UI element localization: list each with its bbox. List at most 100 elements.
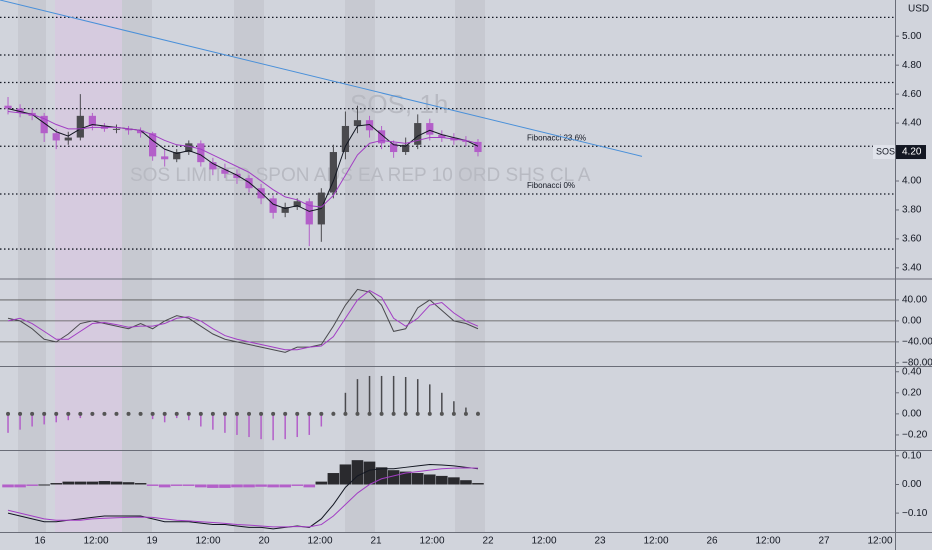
histogram-bar bbox=[375, 467, 388, 485]
histogram-bar bbox=[26, 484, 38, 486]
histogram-bar bbox=[207, 484, 219, 488]
histogram-bar bbox=[134, 483, 147, 485]
histogram-bar bbox=[195, 484, 207, 488]
y-tick-label: 0.20 bbox=[902, 387, 922, 398]
histogram-bar bbox=[122, 482, 135, 485]
x-tick-label: 26 bbox=[706, 536, 718, 547]
price-tag-label: 4.20 bbox=[902, 147, 922, 158]
x-tick-label: 22 bbox=[482, 536, 494, 547]
zero-dot bbox=[78, 411, 83, 416]
zero-dot bbox=[283, 411, 288, 416]
x-tick-label: 12:00 bbox=[867, 536, 892, 547]
candle-body bbox=[209, 162, 217, 170]
indicator-line bbox=[7, 467, 478, 528]
histogram-bar bbox=[303, 484, 316, 488]
x-tick-label: 12:00 bbox=[195, 536, 220, 547]
histogram-bar bbox=[315, 481, 328, 485]
indicator-line bbox=[7, 288, 479, 353]
candle-body bbox=[64, 137, 72, 141]
level-label: Fibonacci 0% bbox=[527, 181, 575, 190]
y-tick-label: 40.00 bbox=[902, 295, 927, 306]
zero-dot bbox=[42, 411, 47, 416]
candle-body bbox=[390, 143, 398, 153]
y-tick-label: −0.10 bbox=[902, 508, 928, 519]
y-tick-label: 0.40 bbox=[902, 366, 922, 377]
zero-dot bbox=[234, 411, 239, 416]
indicator-line bbox=[7, 110, 479, 208]
zero-dot bbox=[174, 411, 179, 416]
histogram-bar bbox=[74, 481, 87, 485]
y-tick-label: 4.60 bbox=[902, 89, 922, 100]
zero-dot bbox=[367, 411, 372, 416]
candle-body bbox=[293, 201, 301, 208]
histogram-bar bbox=[411, 473, 424, 485]
zero-dot bbox=[162, 411, 167, 416]
x-tick-label: 12:00 bbox=[643, 536, 668, 547]
histogram-bar bbox=[327, 473, 340, 485]
histogram-bar bbox=[170, 484, 183, 486]
histogram-bar bbox=[291, 484, 304, 486]
histogram-bar bbox=[50, 483, 63, 485]
trend-line bbox=[0, 0, 643, 157]
zero-dot bbox=[186, 411, 191, 416]
zero-dot bbox=[6, 411, 11, 416]
y-tick-label: 4.80 bbox=[902, 60, 922, 71]
x-tick-label: 16 bbox=[34, 536, 46, 547]
zero-dot bbox=[210, 411, 215, 416]
histogram-bar bbox=[146, 484, 159, 486]
y-tick-label: 3.40 bbox=[902, 263, 922, 274]
zero-dot bbox=[150, 411, 155, 416]
histogram-bar bbox=[158, 484, 171, 488]
y-tick-label: 5.00 bbox=[902, 31, 922, 42]
zero-dot bbox=[222, 411, 227, 416]
zero-dot bbox=[427, 411, 432, 416]
x-tick-label: 12:00 bbox=[531, 536, 556, 547]
candle-body bbox=[112, 128, 121, 130]
candle-body bbox=[173, 152, 181, 160]
x-tick-label: 21 bbox=[370, 536, 382, 547]
x-tick-label: 12:00 bbox=[83, 536, 108, 547]
zero-dot bbox=[403, 411, 408, 416]
histogram-bar bbox=[351, 460, 364, 485]
histogram-bar bbox=[38, 484, 50, 486]
y-tick-label: −80.00 bbox=[902, 357, 932, 368]
zero-dot bbox=[463, 411, 468, 416]
y-tick-label: 3.80 bbox=[902, 205, 922, 216]
level-label: Fibonacci 23.6% bbox=[527, 133, 586, 142]
histogram-bar bbox=[399, 471, 412, 485]
y-tick-label: 4.00 bbox=[902, 176, 922, 187]
candle-body bbox=[257, 188, 265, 199]
zero-dot bbox=[307, 411, 312, 416]
candle-body bbox=[269, 198, 277, 213]
zero-dot bbox=[102, 411, 107, 416]
indicator-line bbox=[7, 108, 479, 212]
indicator-line bbox=[7, 463, 479, 530]
candle-body bbox=[52, 133, 60, 141]
candle-body bbox=[221, 169, 229, 174]
candle-body bbox=[281, 207, 289, 213]
histogram-bar bbox=[2, 484, 14, 488]
watermark-title: SOS, 1h bbox=[350, 89, 448, 119]
zero-dot bbox=[30, 411, 35, 416]
zero-dot bbox=[126, 411, 131, 416]
histogram-bar bbox=[219, 484, 231, 488]
candle-body bbox=[329, 152, 337, 193]
candle-body bbox=[233, 173, 241, 179]
y-tick-label: 4.40 bbox=[902, 118, 922, 129]
zero-dot bbox=[114, 411, 119, 416]
zero-dot bbox=[271, 411, 276, 416]
candle-body bbox=[185, 143, 193, 153]
candle-body bbox=[197, 143, 205, 163]
candle-body bbox=[76, 115, 84, 138]
symbol-tag bbox=[873, 145, 895, 160]
zero-dot bbox=[475, 411, 480, 416]
zero-dot bbox=[54, 411, 59, 416]
x-tick-label: 20 bbox=[258, 536, 270, 547]
histogram-bar bbox=[460, 480, 472, 485]
histogram-bar bbox=[279, 484, 291, 488]
candle-body bbox=[16, 108, 24, 113]
y-tick-label: 0.10 bbox=[902, 451, 922, 462]
zero-dot bbox=[355, 411, 360, 416]
symbol-tag-label: SOS bbox=[876, 146, 895, 156]
